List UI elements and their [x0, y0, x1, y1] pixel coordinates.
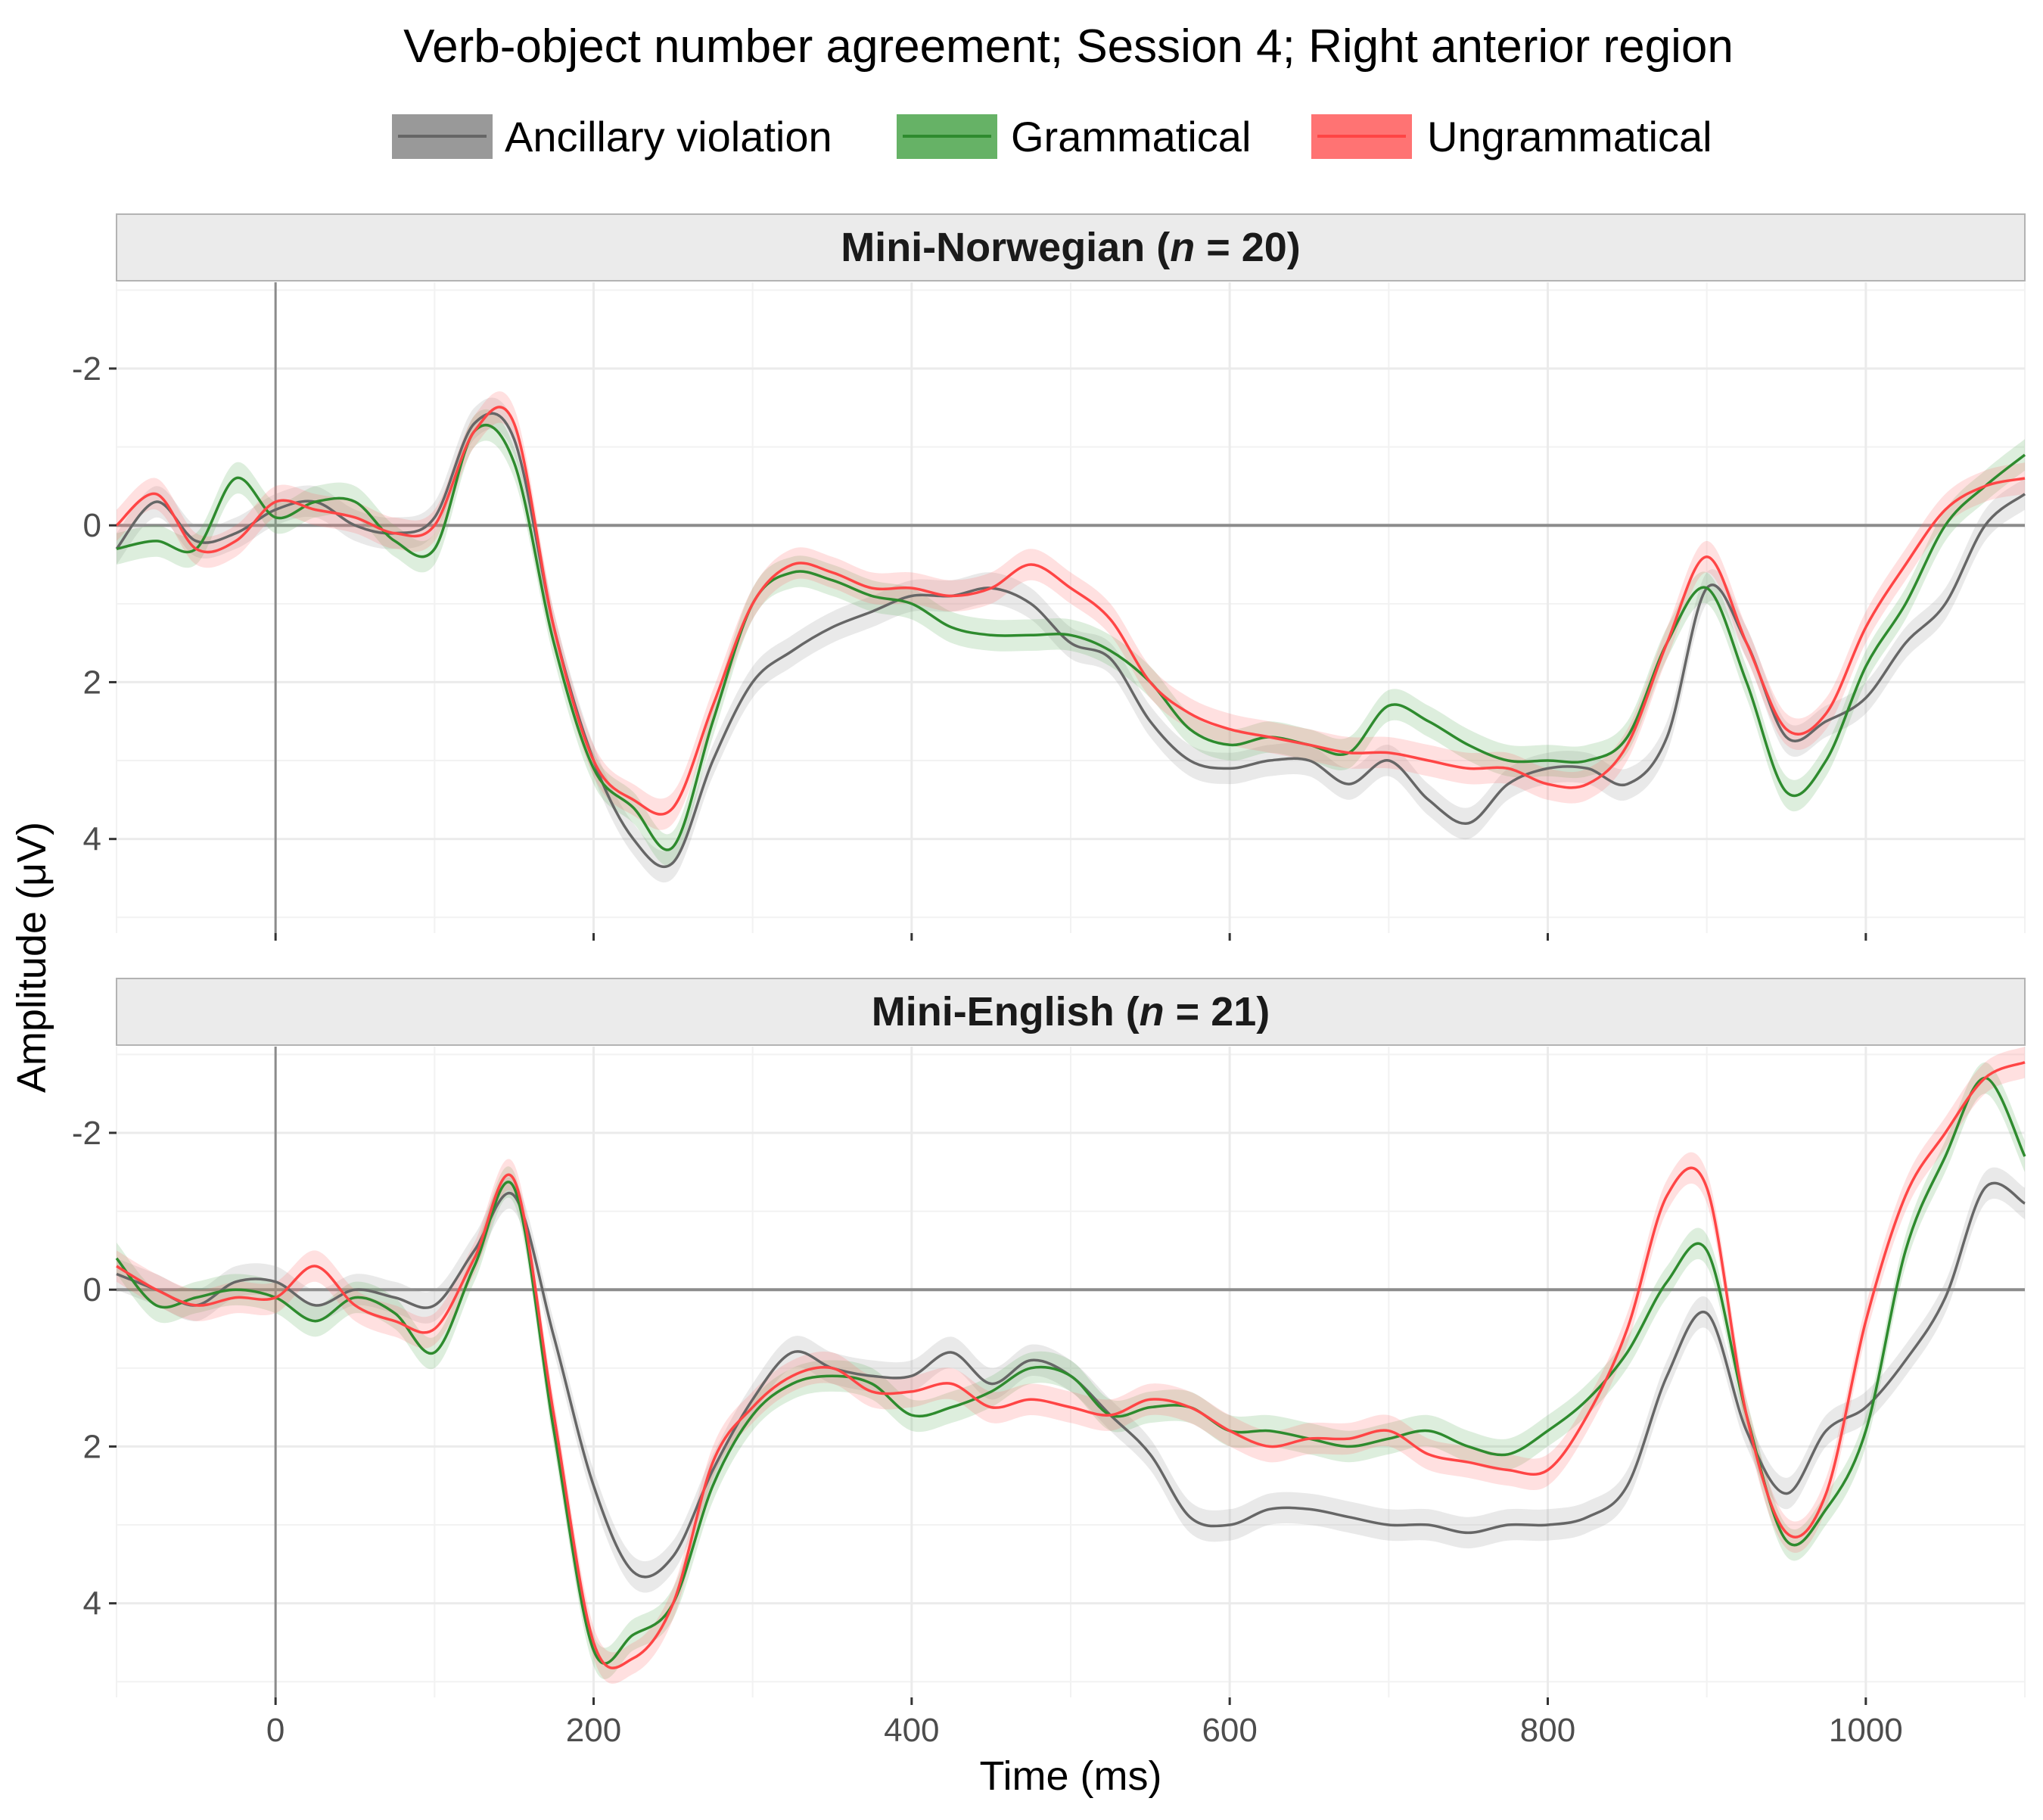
legend-item-ungrammatical: Ungrammatical	[1311, 113, 1712, 160]
series-line-ancillary-violation	[115, 412, 2026, 869]
series-line-ungrammatical	[115, 406, 2026, 816]
strip-prefix-norwegian: Mini-Norwegian (	[841, 225, 1170, 270]
legend-label-grammatical: Grammatical	[1011, 113, 1251, 160]
gridlines-english	[116, 1047, 2026, 1697]
y-ticks-english: -2 0 2 4	[72, 1115, 117, 1622]
lines-english	[115, 1061, 2026, 1669]
strip-suffix-norwegian: = 20)	[1195, 225, 1301, 270]
gridlines-norwegian	[116, 282, 2026, 933]
y-tick-label: 2	[83, 664, 101, 701]
y-ticks-norwegian: -2 0 2 4	[72, 350, 117, 858]
series-line-grammatical	[116, 423, 2026, 851]
legend: Ancillary violation Grammatical Ungramma…	[392, 113, 1712, 160]
x-axis-title: Time (ms)	[980, 1753, 1162, 1799]
legend-item-grammatical: Grammatical	[897, 113, 1251, 160]
ribbon-grammatical	[117, 1062, 2025, 1679]
x-tick-label: 1000	[1829, 1712, 1903, 1749]
y-tick-label: -2	[72, 350, 101, 387]
ribbon-grammatical	[117, 409, 2025, 866]
panel-norwegian: Mini-Norwegian (n = 20) -2 0 2 4	[72, 213, 2026, 933]
x-tick-label: 800	[1520, 1712, 1575, 1749]
legend-label-ungrammatical: Ungrammatical	[1427, 113, 1712, 160]
y-tick-label: 0	[83, 1271, 101, 1308]
legend-item-ancillary: Ancillary violation	[392, 113, 832, 160]
y-tick-label: -2	[72, 1115, 101, 1152]
x-tick-label: 600	[1202, 1712, 1257, 1749]
y-tick-label: 0	[83, 507, 101, 544]
y-axis-title: Amplitude (μV)	[9, 822, 54, 1093]
strip-norwegian	[116, 213, 2026, 282]
x-tick-label: 400	[884, 1712, 939, 1749]
chart-title: Verb-object number agreement; Session 4;…	[403, 20, 1734, 73]
strip-n-norwegian: n	[1170, 225, 1195, 270]
strip-suffix-english: = 21)	[1165, 989, 1270, 1034]
x-ticks: 0 200 400 600 800 1000	[266, 933, 1903, 1749]
x-tick-label: 200	[566, 1712, 621, 1749]
strip-label-norwegian: Mini-Norwegian (n = 20)	[841, 225, 1301, 270]
y-tick-label: 4	[83, 1585, 101, 1622]
series-line-ungrammatical	[116, 1061, 2026, 1669]
y-tick-label: 2	[83, 1428, 101, 1465]
strip-label-english: Mini-English (n = 21)	[872, 989, 1270, 1034]
y-tick-label: 4	[83, 821, 101, 858]
legend-label-ancillary: Ancillary violation	[505, 113, 832, 160]
x-tick-label: 0	[266, 1712, 285, 1749]
strip-n-english: n	[1140, 989, 1165, 1034]
lines-norwegian	[115, 406, 2026, 869]
panel-english: Mini-English (n = 21) -2 0 2 4	[72, 978, 2026, 1697]
strip-english	[116, 978, 2026, 1046]
strip-prefix-english: Mini-English (	[872, 989, 1140, 1034]
